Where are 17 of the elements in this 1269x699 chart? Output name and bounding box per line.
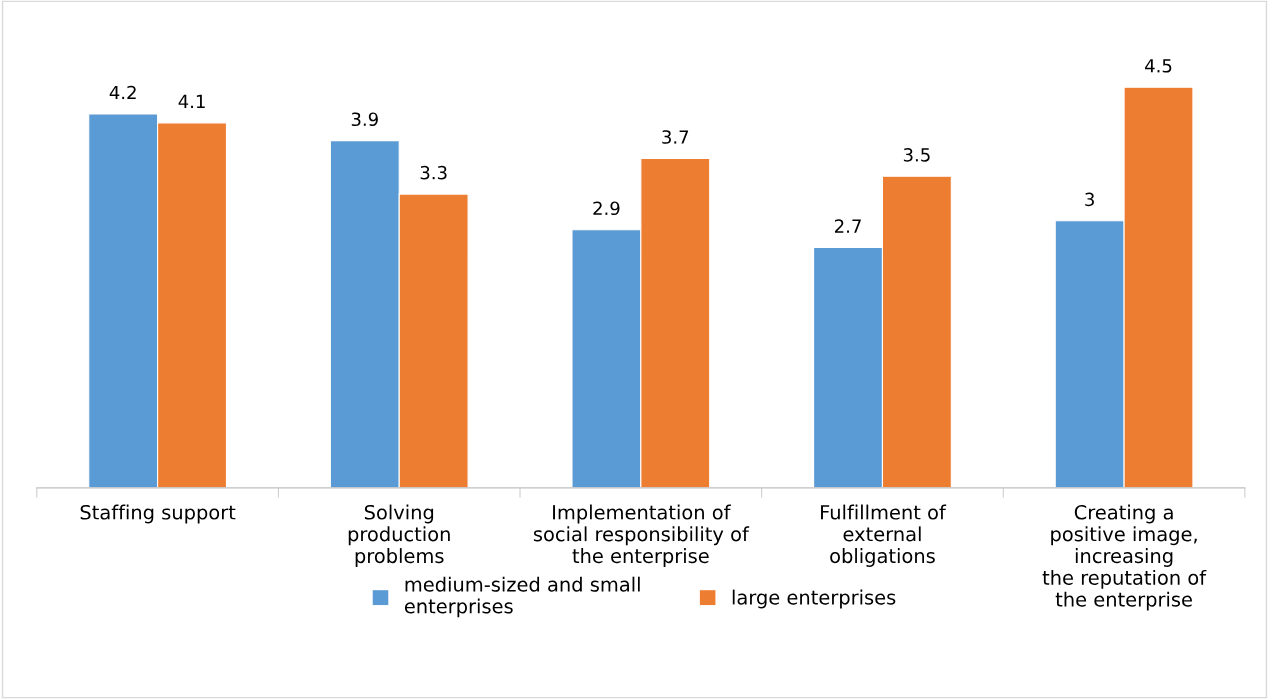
data-label: 3.9: [351, 112, 378, 127]
data-label: 4.5: [1145, 59, 1172, 73]
x-tick-label: Implementation of social responsibility of the enterprise: [533, 504, 750, 567]
x-tick-label: Fulfillment of external obligations: [821, 504, 947, 567]
data-label: 2.9: [593, 201, 620, 216]
data-label: 2.7: [835, 219, 861, 233]
data-label: 3.5: [903, 148, 930, 162]
x-tick-label: Creating a positive image, increasing the reputation of the enterprise: [1042, 504, 1207, 611]
data-label: 3.3: [420, 165, 447, 180]
data-label: 3.7: [662, 130, 689, 144]
x-tick-label: Solving production problems: [348, 504, 450, 567]
data-label: 4.2: [109, 85, 136, 100]
x-tick-label: Staffing support: [80, 504, 236, 524]
data-label: 4.1: [178, 94, 205, 108]
legend-label: large enterprises: [732, 589, 896, 609]
data-label: 3: [1085, 192, 1094, 207]
legend-label: medium-sized and small enterprises: [404, 576, 640, 618]
